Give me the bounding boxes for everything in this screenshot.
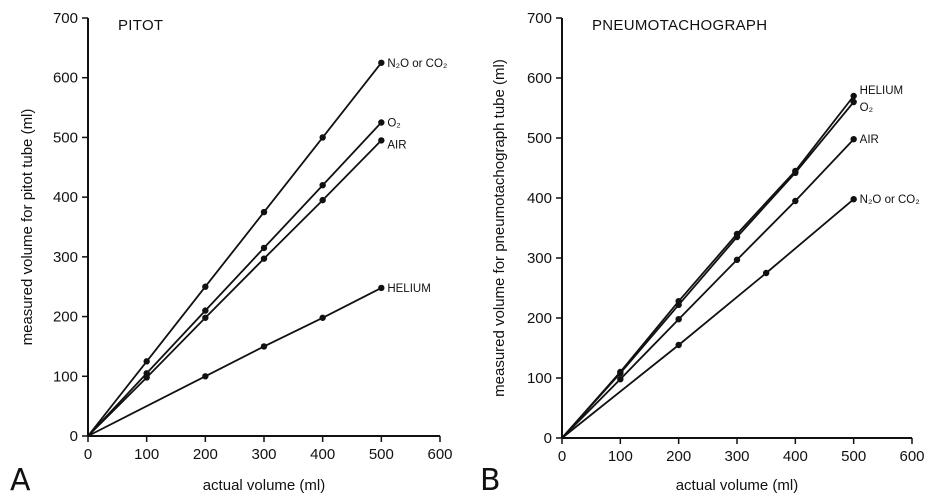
- x-tick-label: 600: [427, 446, 452, 463]
- panel-letter: A: [10, 463, 31, 496]
- data-point: [319, 314, 326, 321]
- data-point: [850, 136, 857, 143]
- series-label: HELIUM: [387, 283, 430, 295]
- series-line: [561, 138, 855, 439]
- data-point: [378, 284, 385, 292]
- data-point: [675, 341, 682, 349]
- x-tick-label: 0: [84, 446, 92, 463]
- data-point: [792, 197, 799, 205]
- data-point: [733, 233, 741, 241]
- data-point: [260, 244, 268, 252]
- data-point: [850, 196, 857, 203]
- data-point: [319, 134, 326, 141]
- y-tick-label: 300: [527, 250, 552, 267]
- data-point: [617, 370, 624, 377]
- y-tick-label: 600: [527, 70, 552, 87]
- y-tick-label: 100: [53, 368, 78, 385]
- y-axis-title: measured volume for pitot tube (ml): [19, 109, 36, 346]
- x-tick-label: 100: [134, 446, 159, 463]
- data-point: [378, 119, 385, 126]
- series-line: [561, 95, 855, 439]
- data-point: [202, 283, 209, 290]
- y-tick-label: 600: [53, 70, 78, 87]
- x-tick-label: 300: [724, 448, 749, 465]
- y-tick-label: 200: [527, 310, 552, 327]
- x-tick-label: 400: [783, 448, 808, 465]
- data-point: [143, 374, 150, 381]
- data-point: [733, 256, 741, 263]
- x-tick-label: 200: [193, 446, 218, 463]
- series-line: [561, 101, 855, 439]
- y-axis-title: measured volume for pneumotachograph tub…: [491, 59, 508, 397]
- series-line: [87, 287, 382, 437]
- series-line: [87, 62, 383, 437]
- x-tick-label: 300: [251, 446, 276, 463]
- data-point: [675, 301, 682, 308]
- y-tick-label: 100: [527, 370, 552, 387]
- panel-letter: B: [480, 463, 501, 496]
- series-label: AIR: [860, 134, 879, 146]
- y-tick-label: 700: [53, 10, 78, 27]
- y-tick-label: 500: [53, 129, 78, 146]
- series-label: N₂O or CO₂: [860, 194, 920, 206]
- data-point: [850, 92, 857, 100]
- x-tick-label: 400: [310, 446, 335, 463]
- y-tick-label: 500: [527, 130, 552, 147]
- series-label: HELIUM: [860, 85, 903, 97]
- data-point: [675, 316, 682, 323]
- x-tick-label: 100: [608, 448, 633, 465]
- data-point: [260, 208, 268, 216]
- x-tick-label: 0: [558, 448, 566, 465]
- y-tick-label: 300: [53, 249, 78, 266]
- x-tick-label: 500: [841, 448, 866, 465]
- x-tick-label: 500: [369, 446, 394, 463]
- data-point: [260, 255, 268, 262]
- panel-title: PNEUMOTACHOGRAPH: [592, 17, 767, 34]
- series-line: [87, 139, 382, 437]
- y-tick-label: 200: [53, 309, 78, 326]
- series-line: [561, 198, 855, 439]
- data-point: [378, 137, 385, 144]
- y-tick-label: 0: [544, 430, 552, 447]
- data-point: [319, 182, 326, 189]
- panel-title: PITOT: [118, 17, 163, 34]
- y-tick-label: 0: [70, 428, 78, 445]
- series-label: O₂: [387, 118, 400, 130]
- y-tick-label: 700: [527, 10, 552, 27]
- data-point: [143, 358, 150, 365]
- data-point: [202, 307, 209, 314]
- data-point: [617, 376, 624, 383]
- data-point: [762, 269, 770, 277]
- x-axis-title: actual volume (ml): [203, 477, 326, 494]
- y-tick-label: 400: [53, 189, 78, 206]
- data-point: [378, 59, 385, 66]
- data-point: [319, 196, 326, 204]
- data-point: [260, 343, 268, 350]
- data-point: [202, 373, 209, 380]
- y-tick-label: 400: [527, 190, 552, 207]
- x-axis-title: actual volume (ml): [676, 477, 799, 494]
- x-tick-label: 600: [899, 448, 924, 465]
- data-point: [202, 314, 209, 321]
- x-tick-label: 200: [666, 448, 691, 465]
- series-label: AIR: [387, 139, 406, 151]
- data-point: [792, 169, 799, 176]
- series-line: [87, 121, 382, 437]
- series-label: O₂: [860, 102, 873, 114]
- data-point: [850, 98, 857, 106]
- series-label: N₂O or CO₂: [387, 58, 447, 70]
